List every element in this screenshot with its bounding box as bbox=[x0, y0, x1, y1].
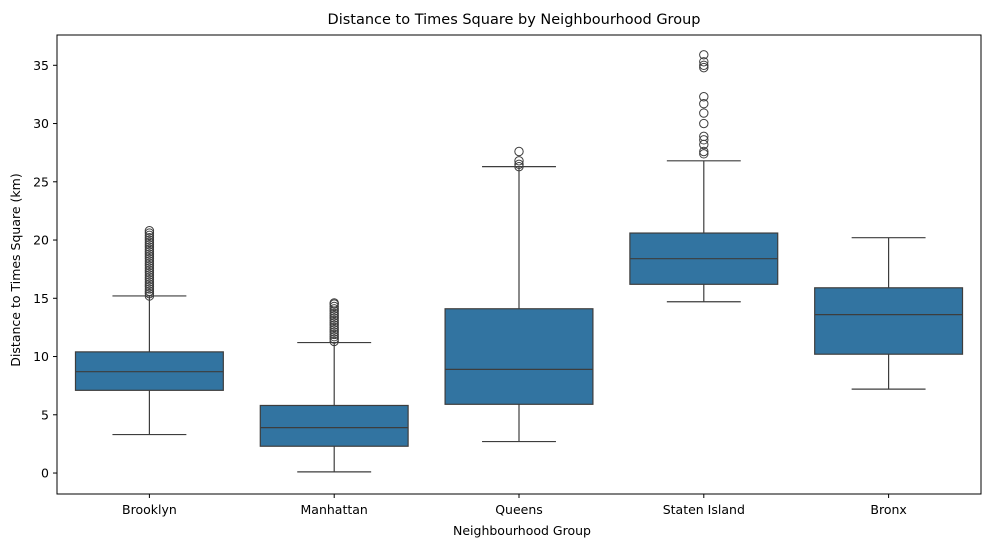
outlier-point bbox=[144, 226, 155, 236]
y-tick-label: 15 bbox=[33, 291, 49, 306]
outlier-point bbox=[699, 135, 709, 145]
outlier-point bbox=[699, 62, 709, 73]
outlier-point bbox=[144, 244, 155, 255]
outlier-point bbox=[144, 235, 155, 245]
outlier-point bbox=[699, 118, 709, 129]
outlier-point bbox=[144, 239, 155, 250]
outlier-point bbox=[144, 272, 155, 283]
outlier-point bbox=[514, 146, 524, 157]
x-tick-label: Staten Island bbox=[663, 502, 745, 517]
outlier-point bbox=[144, 267, 155, 278]
chart-title: Distance to Times Square by Neighbourhoo… bbox=[328, 12, 701, 28]
outlier-point bbox=[144, 253, 155, 264]
outlier-point bbox=[144, 284, 155, 294]
outlier-point bbox=[699, 99, 709, 109]
outlier-point bbox=[144, 270, 155, 280]
outlier-point bbox=[144, 233, 155, 243]
x-tick-label: Brooklyn bbox=[122, 502, 177, 517]
box-group-brooklyn bbox=[74, 226, 224, 436]
iqr-box bbox=[814, 287, 964, 355]
outlier-point bbox=[144, 251, 155, 262]
outlier-point bbox=[699, 146, 709, 157]
outlier-point bbox=[514, 156, 524, 166]
outlier-point bbox=[329, 298, 339, 308]
outlier-point bbox=[144, 286, 155, 296]
outlier-point bbox=[514, 159, 524, 170]
outlier-point bbox=[144, 274, 155, 285]
outlier-point bbox=[329, 304, 339, 314]
outlier-point bbox=[144, 281, 155, 292]
y-tick-label: 30 bbox=[33, 116, 49, 131]
outlier-point bbox=[144, 279, 155, 290]
outlier-point bbox=[144, 291, 155, 301]
outlier-point bbox=[144, 263, 155, 273]
outlier-point bbox=[699, 60, 709, 70]
x-tick-label: Queens bbox=[495, 502, 543, 517]
box-group-queens bbox=[444, 146, 594, 443]
outlier-point bbox=[144, 242, 155, 252]
outlier-point bbox=[699, 131, 709, 142]
box-group-bronx bbox=[814, 237, 964, 390]
axes: 0 5 10 15 20 25 30 35 Brooklyn Manhattan Queens Sta… bbox=[33, 34, 982, 517]
outlier-point bbox=[144, 230, 155, 241]
outlier-point bbox=[699, 57, 709, 67]
y-tick-label: 5 bbox=[41, 407, 49, 422]
outlier-point bbox=[329, 311, 339, 321]
outlier-point bbox=[329, 329, 339, 340]
outlier-point bbox=[144, 260, 155, 271]
outlier-point bbox=[144, 237, 155, 248]
outlier-point bbox=[144, 246, 155, 257]
y-tick-label: 0 bbox=[41, 466, 49, 481]
outlier-point bbox=[144, 228, 155, 238]
iqr-box bbox=[444, 308, 594, 405]
outlier-point bbox=[699, 108, 709, 118]
x-tick-label: Bronx bbox=[870, 502, 906, 517]
x-tick-label: Manhattan bbox=[301, 502, 368, 517]
y-tick-label: 20 bbox=[33, 233, 49, 248]
outlier-point bbox=[144, 249, 155, 259]
outlier-point bbox=[144, 277, 155, 287]
outlier-point bbox=[329, 322, 339, 333]
outlier-point bbox=[699, 92, 709, 102]
outlier-point bbox=[329, 308, 339, 319]
outlier-point bbox=[144, 258, 155, 269]
iqr-box bbox=[259, 404, 409, 447]
x-axis-label: Neighbourhood Group bbox=[453, 523, 591, 538]
box-group-staten-island bbox=[629, 50, 779, 303]
outlier-point bbox=[329, 318, 339, 328]
outlier-point bbox=[144, 265, 155, 276]
outlier-point bbox=[699, 50, 709, 60]
y-tick-label: 25 bbox=[33, 174, 49, 189]
outlier-point bbox=[329, 325, 339, 335]
outlier-point bbox=[329, 301, 339, 312]
outlier-point bbox=[329, 334, 339, 344]
y-axis-label: Distance to Times Square (km) bbox=[8, 173, 23, 366]
outlier-point bbox=[329, 320, 339, 330]
outlier-point bbox=[329, 327, 339, 337]
outlier-point bbox=[329, 336, 339, 347]
outlier-point bbox=[329, 315, 339, 326]
outlier-point bbox=[514, 161, 524, 172]
outlier-point bbox=[144, 256, 155, 266]
outlier-point bbox=[329, 332, 339, 342]
box-group-manhattan bbox=[259, 298, 409, 473]
plot-area bbox=[74, 50, 964, 473]
outlier-point bbox=[329, 313, 339, 323]
y-tick-label: 35 bbox=[33, 58, 49, 73]
y-tick-label: 10 bbox=[33, 349, 49, 364]
outlier-point bbox=[699, 149, 709, 159]
outlier-point bbox=[144, 288, 155, 299]
